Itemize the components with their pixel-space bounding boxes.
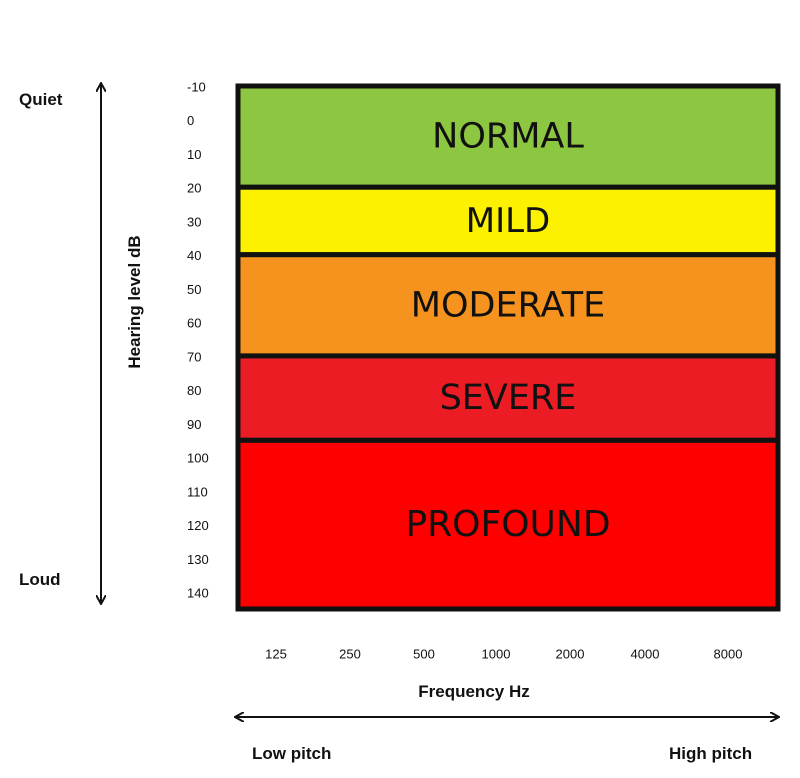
y-tick-label: 20 — [187, 181, 201, 196]
y-tick-label: 60 — [187, 316, 201, 331]
x-tick-label: 500 — [413, 647, 435, 662]
y-tick-label: 0 — [187, 113, 194, 128]
y-axis-label: Hearing level dB — [125, 235, 144, 369]
band-label-severe: SEVERE — [440, 378, 577, 418]
band-label-moderate: MODERATE — [411, 285, 605, 325]
y-tick-label: 70 — [187, 349, 201, 364]
band-label-normal: NORMAL — [432, 117, 584, 157]
y-tick-label: 120 — [187, 518, 209, 533]
x-tick-label: 250 — [339, 647, 361, 662]
x-tick-label: 4000 — [631, 647, 660, 662]
y-tick-label: 40 — [187, 248, 201, 263]
x-tick-label: 125 — [265, 647, 287, 662]
band-label-mild: MILD — [466, 201, 551, 241]
x-tick-label: 1000 — [482, 647, 511, 662]
band-profound — [235, 437, 781, 612]
y-tick-label: 130 — [187, 552, 209, 567]
band-normal — [235, 83, 781, 190]
y-tick-label: 10 — [187, 147, 201, 162]
x-axis-label: Frequency Hz — [418, 682, 530, 701]
y-tick-label: 140 — [187, 586, 209, 601]
x-tick-label: 8000 — [714, 647, 743, 662]
loud-label: Loud — [19, 570, 61, 589]
y-tick-label: 50 — [187, 282, 201, 297]
band-label-profound: PROFOUND — [405, 504, 610, 545]
y-tick-label: 90 — [187, 417, 201, 432]
y-tick-label: -10 — [187, 80, 206, 95]
y-tick-label: 100 — [187, 451, 209, 466]
y-tick-label: 80 — [187, 383, 201, 398]
high-pitch-label: High pitch — [669, 744, 753, 763]
band-severe — [235, 353, 781, 443]
low-pitch-label: Low pitch — [252, 744, 332, 763]
y-tick-label: 30 — [187, 214, 201, 229]
quiet-label: Quiet — [19, 90, 63, 109]
y-tick-label: 110 — [187, 484, 208, 499]
x-tick-label: 2000 — [556, 647, 585, 662]
